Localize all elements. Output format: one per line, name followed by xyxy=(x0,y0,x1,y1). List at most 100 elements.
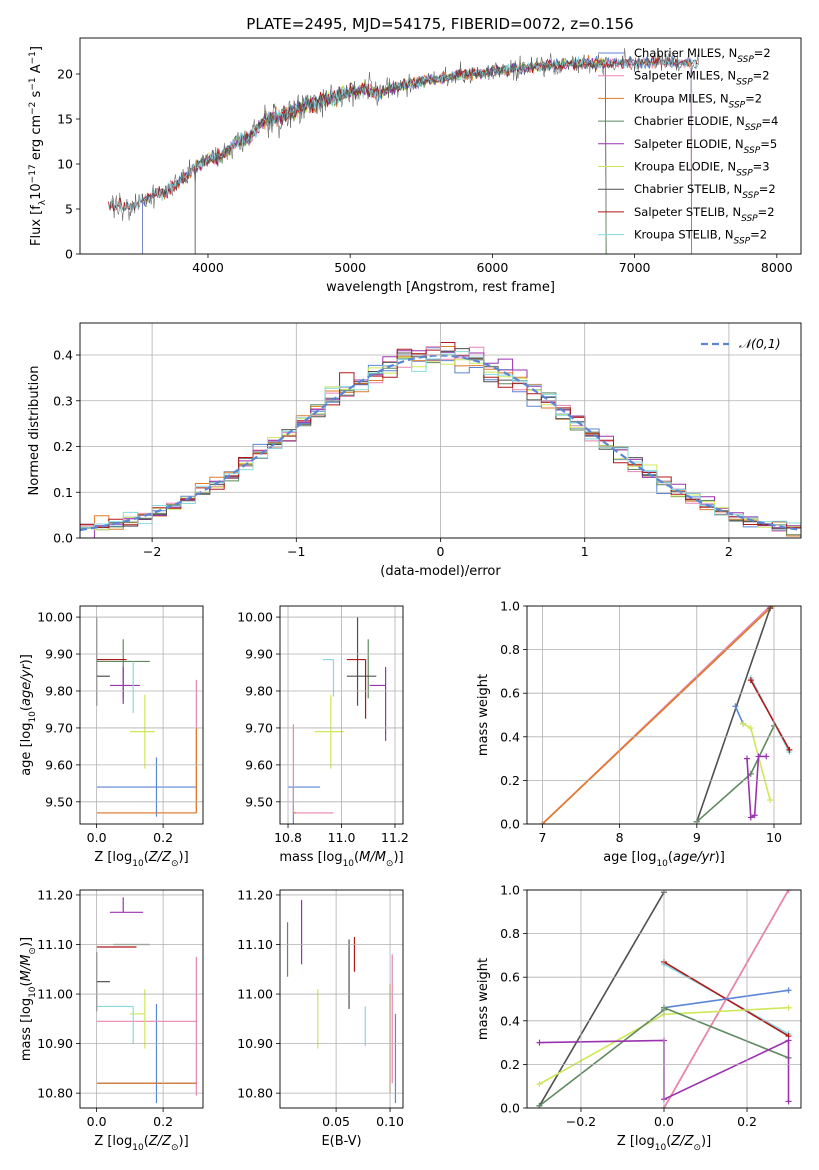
legend-label-salpeter_elodie: Salpeter ELODIE, NSSP=5 xyxy=(634,137,777,156)
label-part: =2 xyxy=(745,91,762,105)
x-tick-label: −2 xyxy=(143,544,161,559)
label-part: =2 xyxy=(754,46,771,60)
x-axis-label: age [log10(age/yr)] xyxy=(603,850,725,869)
y-tick-label: 11.10 xyxy=(237,937,273,952)
label-part: ⊙ xyxy=(171,859,179,869)
x-tick-label: 10 xyxy=(766,830,782,845)
y-tick-label: 1.0 xyxy=(500,599,520,614)
y-tick-label: 11.20 xyxy=(37,887,73,902)
weight-marker-kroupa_elodie xyxy=(785,1004,792,1011)
label-part: SSP xyxy=(744,146,761,156)
y-tick-label: 9.70 xyxy=(245,720,273,735)
label-part: SSP xyxy=(729,100,746,110)
y-tick-label: 11.00 xyxy=(237,987,273,1002)
legend-label-kroupa_elodie: Kroupa ELODIE, NSSP=3 xyxy=(634,160,770,179)
plot-area xyxy=(539,606,793,824)
y-tick-label: 9.80 xyxy=(45,683,73,698)
spectrum-line-chabrier_stelib xyxy=(108,48,699,221)
weight-marker-kroupa_elodie xyxy=(747,725,754,732)
y-tick-label: 0.4 xyxy=(500,1013,520,1028)
weight-line-chabrier_miles xyxy=(734,705,744,725)
x-tick-label: 0.0 xyxy=(87,830,107,845)
y-tick-label: 9.50 xyxy=(45,794,73,809)
label-part: −17 xyxy=(28,164,38,183)
y-tick-label: 0.2 xyxy=(53,439,73,454)
label-part: =2 xyxy=(753,69,770,83)
x-axis-label: Z [log10(Z/Z⊙)] xyxy=(94,850,188,869)
x-tick-label: 0.0 xyxy=(654,1114,674,1129)
x-tick-label: −0.2 xyxy=(566,1114,596,1129)
y-tick-label: 0.3 xyxy=(53,393,73,408)
label-part: Kroupa STELIB, N xyxy=(634,228,734,242)
label-part: A xyxy=(29,64,44,77)
axes-mass_weight_vs_Z: −0.2 0.0 0.2 0.0 0.2 0.4 0.6 0.8 1.0 Z [log10(Z/Z… xyxy=(476,883,802,1153)
label-part: )] xyxy=(19,937,34,947)
label-part: =2 xyxy=(759,182,776,196)
y-tick-label: 9.90 xyxy=(245,647,273,662)
label-part: SSP xyxy=(742,191,759,201)
label-part: s xyxy=(29,90,44,101)
weight-marker-chabrier_miles xyxy=(732,703,739,710)
x-tick-label: 0 xyxy=(437,544,445,559)
label-part: erg cm xyxy=(29,115,44,164)
legend-label-salpeter_miles: Salpeter MILES, NSSP=2 xyxy=(634,69,770,88)
axes-frame xyxy=(526,605,802,825)
label-part: )] xyxy=(179,1134,189,1149)
y-tick-label: 10.80 xyxy=(37,1086,73,1101)
weight-line-chabrier_miles xyxy=(663,989,789,1009)
label-part: λ xyxy=(38,199,48,205)
y-tick-label: 10.00 xyxy=(37,610,73,625)
label-part: SSP xyxy=(736,78,753,88)
y-tick-label: 0.0 xyxy=(500,817,520,832)
x-axis-label: Z [log10(Z/Z⊙)] xyxy=(617,1134,711,1153)
label-part: ( xyxy=(19,706,34,711)
x-tick-label: 0.05 xyxy=(322,1114,350,1129)
y-axis-label: Flux [fλ10−17 erg cm−2 s−1 A−1] xyxy=(28,46,48,246)
y-axis-label: mass weight xyxy=(476,674,491,756)
label-part: ( xyxy=(354,850,359,865)
y-tick-label: 0.2 xyxy=(500,773,520,788)
label-part: =2 xyxy=(758,205,775,219)
label-part: E(B-V) xyxy=(321,1134,361,1149)
axes-frame xyxy=(79,322,802,539)
x-tick-label: 9 xyxy=(693,830,701,845)
label-part: mass weight xyxy=(476,958,491,1040)
label-part: ⊙ xyxy=(28,947,38,955)
label-part: age [log xyxy=(603,850,656,865)
x-tick-label: 4000 xyxy=(192,260,224,275)
y-tick-label: 9.80 xyxy=(245,683,273,698)
axes-mass_vs_ebv: 0.05 0.10 10.80 10.90 11.00 11.10 11.20 E(B-V) xyxy=(237,887,404,1149)
x-tick-label: 11.0 xyxy=(328,830,356,845)
x-tick-label: 0.2 xyxy=(737,1114,757,1129)
label-part: Salpeter ELODIE, N xyxy=(634,137,744,151)
plot-area xyxy=(288,617,387,824)
label-part: −2 xyxy=(28,102,38,115)
y-tick-label: 9.60 xyxy=(45,757,73,772)
label-part: 10 xyxy=(132,859,144,869)
x-tick-label: 8 xyxy=(616,830,624,845)
weight-marker-salpeter_stelib xyxy=(747,677,754,684)
y-tick-label: 0.1 xyxy=(53,485,73,500)
label-part: Normed distribution xyxy=(27,366,42,496)
spectrum-line-salpeter_stelib xyxy=(108,56,698,212)
weight-marker-kroupa_elodie xyxy=(767,797,774,804)
label-part: mass [log xyxy=(279,850,342,865)
y-tick-label: 0.4 xyxy=(500,729,520,744)
label-part: Z/Z xyxy=(148,850,172,865)
label-part: SSP xyxy=(745,123,762,133)
label-part: Z [log xyxy=(94,850,132,865)
x-tick-label: 0.2 xyxy=(153,1114,173,1129)
weight-marker-salpeter_elodie xyxy=(785,1037,792,1044)
label-part: Chabrier STELIB, N xyxy=(634,182,742,196)
label-part: ⊙ xyxy=(171,1143,179,1153)
label-part: =4 xyxy=(761,114,778,128)
x-tick-label: 2 xyxy=(725,544,733,559)
label-part: age/yr xyxy=(19,663,34,706)
y-tick-label: 11.10 xyxy=(37,937,73,952)
weight-line-salpeter_elodie xyxy=(746,755,767,819)
legend-label-kroupa_miles: Kroupa MILES, NSSP=2 xyxy=(634,91,762,110)
label-part: Salpeter MILES, N xyxy=(634,69,736,83)
